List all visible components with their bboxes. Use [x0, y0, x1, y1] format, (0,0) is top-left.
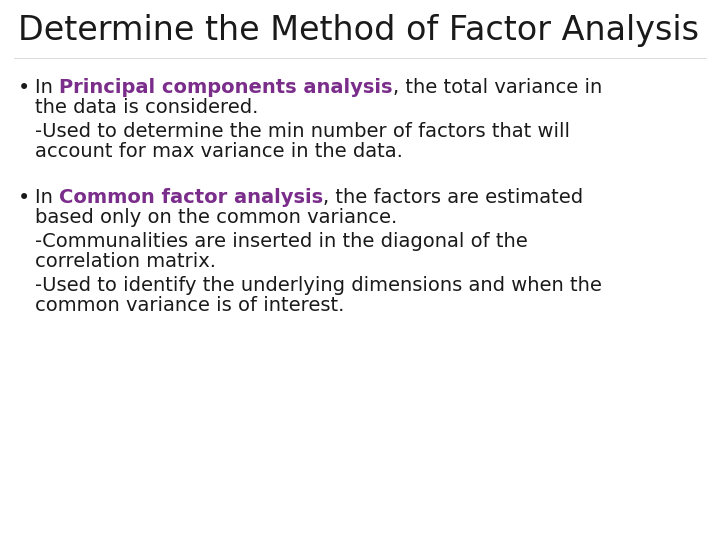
- Text: Common factor analysis: Common factor analysis: [59, 188, 323, 207]
- Text: -Communalities are inserted in the diagonal of the: -Communalities are inserted in the diago…: [35, 232, 528, 251]
- Text: common variance is of interest.: common variance is of interest.: [35, 296, 344, 315]
- Text: correlation matrix.: correlation matrix.: [35, 252, 216, 271]
- Text: •: •: [18, 78, 30, 98]
- Text: In: In: [35, 78, 59, 97]
- Text: based only on the common variance.: based only on the common variance.: [35, 208, 397, 227]
- Text: account for max variance in the data.: account for max variance in the data.: [35, 142, 403, 161]
- Text: the data is considered.: the data is considered.: [35, 98, 258, 117]
- Text: -Used to identify the underlying dimensions and when the: -Used to identify the underlying dimensi…: [35, 276, 602, 295]
- Text: , the factors are estimated: , the factors are estimated: [323, 188, 583, 207]
- Text: In: In: [35, 188, 59, 207]
- Text: , the total variance in: , the total variance in: [392, 78, 602, 97]
- Text: Determine the Method of Factor Analysis: Determine the Method of Factor Analysis: [18, 14, 699, 47]
- Text: •: •: [18, 188, 30, 208]
- Text: Principal components analysis: Principal components analysis: [59, 78, 392, 97]
- Text: -Used to determine the min number of factors that will: -Used to determine the min number of fac…: [35, 122, 570, 141]
